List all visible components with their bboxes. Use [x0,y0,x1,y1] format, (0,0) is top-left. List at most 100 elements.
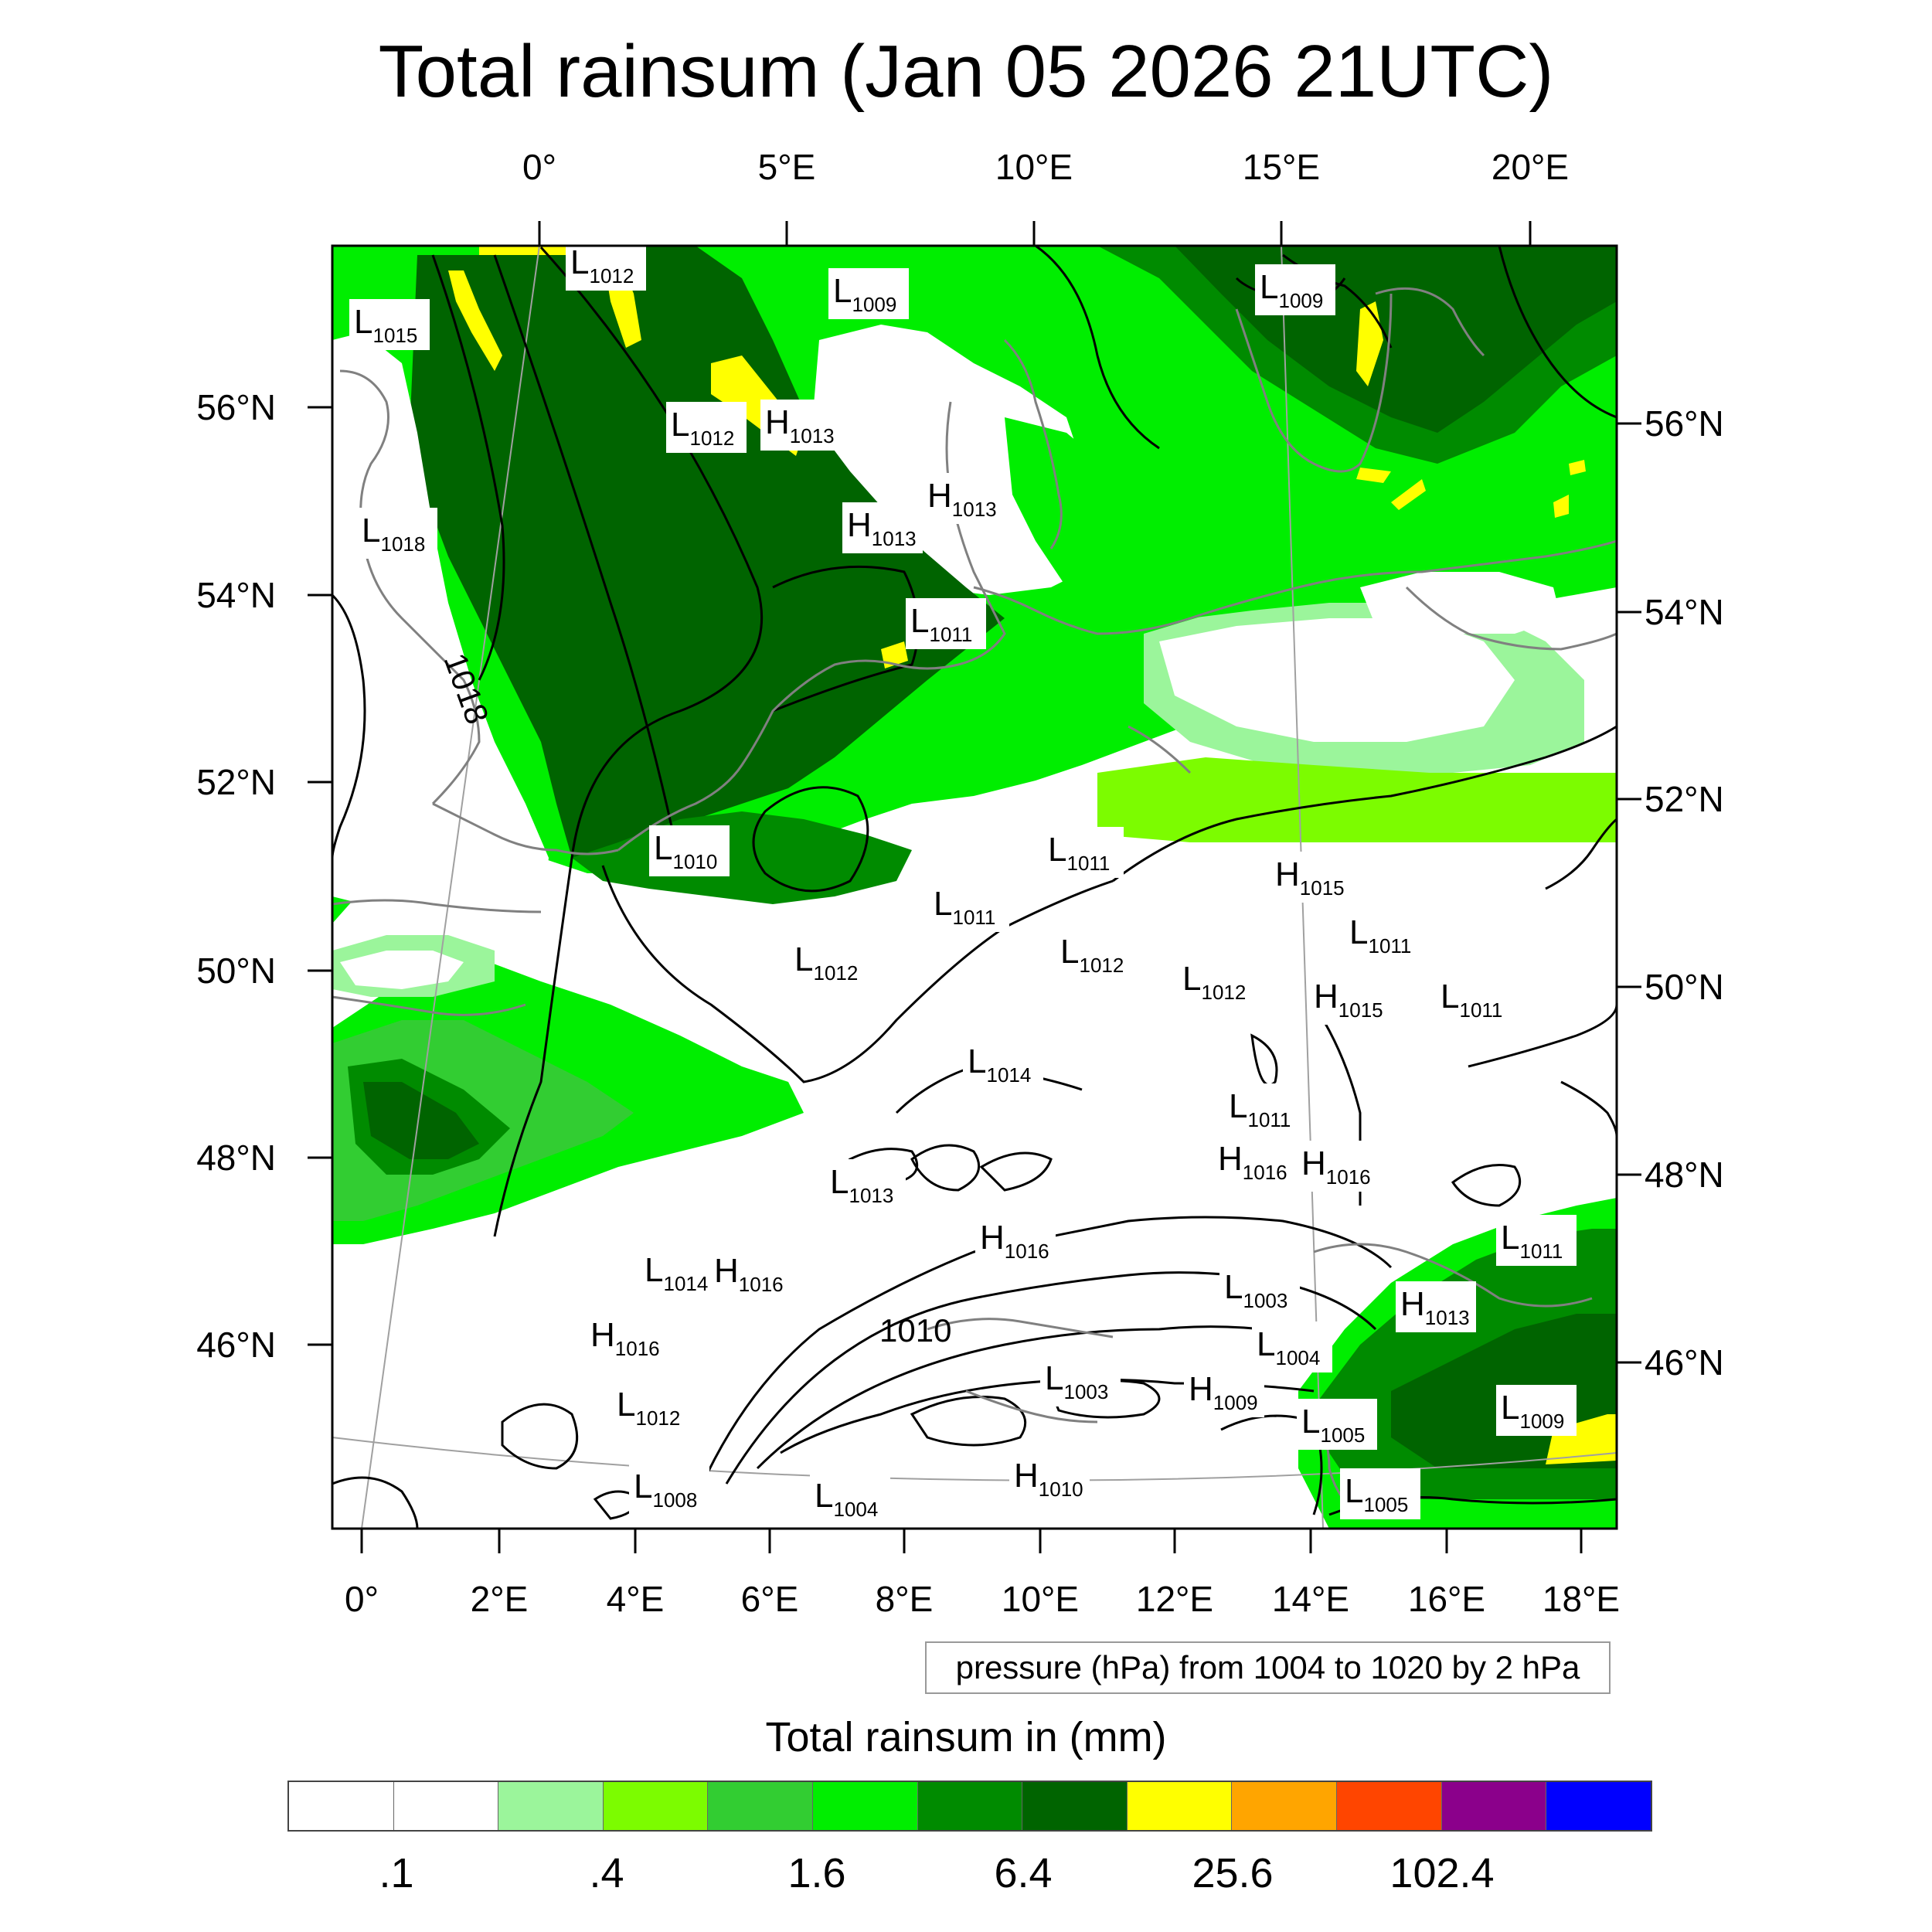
lon-tick-bottom: 16°E [1407,1579,1486,1619]
dry-area [332,332,549,920]
pressure-center-value: 1003 [1243,1289,1287,1312]
pressure-center-value: 1014 [986,1063,1031,1087]
colorbar-label: .1 [379,1850,414,1896]
pressure-center-value: 1015 [372,324,417,347]
pressure-center-label: L1005 [1297,1399,1377,1450]
pressure-label-bg [649,825,730,876]
pressure-center-label: L1004 [810,1473,890,1524]
coastline [973,539,1617,635]
pressure-center-value: 1016 [1326,1165,1371,1189]
pressure-center-value: 1013 [849,1184,893,1207]
colorbar-swatch [393,1782,499,1830]
pressure-center-label: H1015 [1309,974,1389,1025]
pressure-center-value: 1011 [1247,1108,1291,1131]
pressure-center-label: L1009 [1496,1385,1577,1436]
pressure-center-label: H1016 [975,1215,1056,1266]
pressure-center-label: H1015 [1270,852,1351,903]
pressure-center-type: H1016 [1218,1140,1287,1184]
precip-area [1356,468,1391,483]
pressure-center-label: L1009 [1255,264,1335,315]
pressure-center-value: 1016 [1005,1240,1049,1263]
isobar [1250,1033,1278,1087]
pressure-center-label: L1012 [1178,956,1258,1007]
pressure-center-value: 1008 [652,1488,697,1512]
pressure-center-label: L1003 [1219,1264,1300,1315]
chart-title: Total rainsum (Jan 05 2026 21UTC) [378,30,1554,113]
colorbar-label: .4 [589,1850,624,1896]
lon-tick-top: 20°E [1491,147,1570,187]
pressure-label-bg [1009,1453,1090,1504]
precip-area [363,1082,479,1159]
pressure-label-bg [1345,910,1425,961]
isobar [501,1403,579,1470]
colorbar-label: 6.4 [994,1850,1053,1896]
pressure-center-label: L1012 [566,240,646,291]
pressure-center-label: L1004 [1252,1321,1332,1372]
pressure-center-value: 1016 [615,1337,660,1360]
pressure-center-label: L1008 [629,1464,709,1515]
pressure-center-value: 1012 [1079,954,1124,977]
pressure-center-value: 1018 [380,532,425,556]
isobar [493,254,682,866]
lat-tick-right: 56°N [1645,403,1724,444]
dry-area [1159,618,1515,742]
pressure-label-bg [923,473,1003,524]
pressure-label-bg [1040,1355,1121,1406]
pressure-label-bg [1213,1136,1294,1187]
precip-area [1356,301,1383,386]
isobar [1035,246,1160,450]
isobar [752,786,869,893]
pressure-label-bg [566,240,646,291]
pressure-label-bg [1297,1399,1377,1450]
lon-tick-top: 15°E [1242,147,1321,187]
colorbar-swatch [1441,1782,1547,1830]
colorbar-swatch [1022,1782,1128,1830]
precip-area [410,246,1005,866]
pressure-center-label: L1005 [1340,1468,1420,1519]
pressure-center-label: H1009 [1184,1366,1264,1417]
lon-tick-bottom: 14°E [1271,1579,1350,1619]
contour-label: 1010 [879,1312,951,1349]
isobar [493,246,764,1237]
pressure-center-value: 1003 [1063,1380,1108,1403]
pressure-center-label: L1012 [666,402,747,453]
coastline [1313,1243,1593,1308]
colorbar-swatch [917,1782,1023,1830]
pressure-label-bg [1297,1141,1377,1192]
pressure-center-value: 1015 [1338,998,1383,1022]
pressure-center-label: L1011 [906,598,986,649]
colorbar-swatch [813,1782,918,1830]
pressure-center-value: 1013 [952,498,997,521]
pressure-center-label: L1011 [1496,1215,1577,1266]
lat-tick-right: 52°N [1645,779,1724,819]
pressure-label-bg [586,1312,666,1363]
pressure-center-label: H1013 [923,473,1003,524]
pressure-center-label: H1016 [586,1312,666,1363]
contour-info-box: pressure (hPa) from 1004 to 1020 by 2 hP… [925,1641,1611,1694]
pressure-center-value: 1016 [739,1273,784,1296]
pressure-center-value: 1005 [1363,1493,1408,1516]
pressure-center-label: L1011 [1345,910,1425,961]
pressure-center-label: L1011 [1436,974,1516,1025]
coastline [965,1389,1098,1423]
pressure-label-bg [709,1248,790,1299]
lon-tick-bottom: 10°E [1001,1579,1080,1619]
pressure-center-type: L1004 [1257,1325,1320,1369]
pressure-label-bg [1396,1281,1476,1332]
pressure-center-value: 1009 [1278,289,1323,312]
pressure-label-bg [1178,956,1258,1007]
isobar [910,1144,981,1192]
lon-tick-bottom: 8°E [875,1579,934,1619]
pressure-label-bg [1496,1215,1577,1266]
lat-tick-left: 52°N [196,762,276,802]
pressure-center-label: L1012 [1056,929,1136,980]
pressure-center-label: L1012 [790,937,870,988]
coastline [1128,725,1192,774]
pressure-label-bg [842,502,923,553]
pressure-center-value: 1004 [833,1498,878,1521]
pressure-label-bg [1255,264,1335,315]
lat-tick-right: 54°N [1645,592,1724,632]
pressure-center-value: 1013 [872,527,917,550]
lon-tick-top: 5°E [757,147,816,187]
isobar [979,1151,1053,1192]
